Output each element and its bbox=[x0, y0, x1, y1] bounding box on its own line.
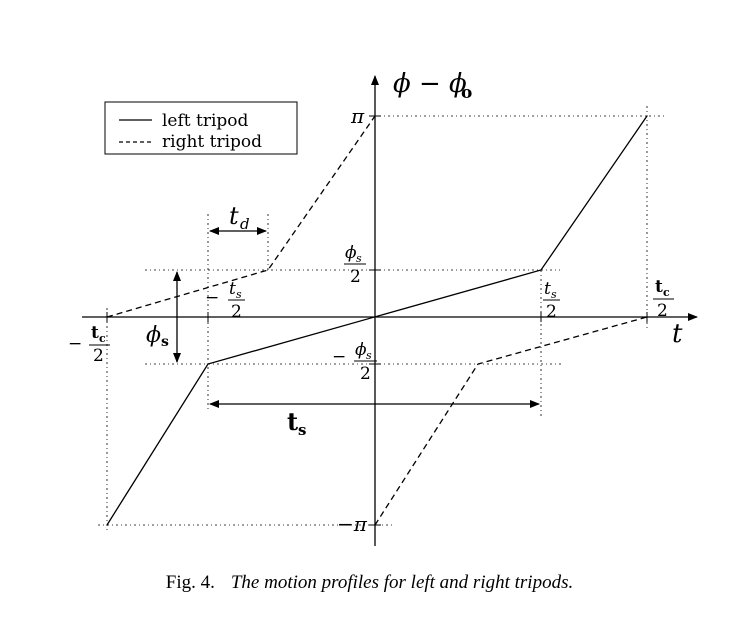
left-tripod-curve bbox=[106, 115, 648, 526]
legend-left-label: left tripod bbox=[162, 111, 249, 131]
x-axis-title: t bbox=[672, 319, 683, 349]
legend: left tripod right tripod bbox=[104, 101, 298, 155]
legend-right-label: right tripod bbox=[162, 132, 262, 152]
svg-text:t: t bbox=[655, 277, 663, 297]
svg-text:2: 2 bbox=[360, 364, 371, 384]
svg-text:c: c bbox=[663, 286, 670, 299]
tick-neg-ts-half: − t s 2 bbox=[205, 279, 245, 322]
svg-text:ϕ − ϕ: ϕ − ϕ bbox=[393, 69, 467, 99]
svg-text:s: s bbox=[356, 252, 362, 265]
svg-text:s: s bbox=[366, 349, 372, 362]
svg-text:d: d bbox=[240, 215, 250, 233]
svg-text:o: o bbox=[461, 83, 472, 103]
svg-text:2: 2 bbox=[657, 301, 668, 321]
td-annotation: t d bbox=[209, 202, 267, 235]
svg-text:ϕ: ϕ bbox=[146, 323, 161, 348]
axis-ticks bbox=[106, 115, 648, 526]
right-tripod-curve bbox=[106, 115, 376, 318]
svg-text:t: t bbox=[91, 323, 99, 343]
svg-text:2: 2 bbox=[546, 302, 557, 322]
tick-phi-half: ϕ s 2 bbox=[344, 243, 366, 287]
svg-text:s: s bbox=[298, 421, 306, 439]
tick-pi: π bbox=[350, 104, 365, 128]
phis-annotation: ϕ s bbox=[146, 271, 181, 363]
svg-text:c: c bbox=[99, 332, 106, 345]
svg-text:−: − bbox=[68, 334, 82, 354]
tick-neg-pi: −π bbox=[337, 512, 368, 536]
svg-text:2: 2 bbox=[350, 267, 361, 287]
guide-lines bbox=[98, 106, 665, 532]
svg-text:t: t bbox=[229, 202, 239, 230]
tick-ts-half: t s 2 bbox=[543, 279, 560, 322]
figure-caption: Fig. 4. The motion profiles for left and … bbox=[0, 572, 739, 594]
tick-tc-half: t c 2 bbox=[653, 277, 674, 321]
svg-text:s: s bbox=[236, 288, 242, 301]
ts-annotation: t s bbox=[209, 400, 540, 439]
svg-text:s: s bbox=[161, 334, 169, 350]
caption-label: Fig. 4. bbox=[165, 572, 215, 593]
svg-text:−: − bbox=[205, 288, 219, 308]
svg-text:t: t bbox=[229, 279, 236, 299]
tick-neg-tc-half: − t c 2 bbox=[68, 323, 110, 366]
caption-text: The motion profiles for left and right t… bbox=[230, 572, 574, 593]
svg-text:2: 2 bbox=[231, 302, 242, 322]
tick-neg-phi-half: − ϕ s 2 bbox=[332, 340, 377, 384]
svg-text:2: 2 bbox=[93, 346, 104, 366]
legend-box bbox=[104, 101, 298, 155]
svg-text:t: t bbox=[544, 279, 551, 299]
y-axis-title: ϕ − ϕ o bbox=[393, 69, 472, 103]
svg-text:−: − bbox=[332, 347, 346, 367]
svg-text:t: t bbox=[287, 407, 298, 436]
axes bbox=[82, 75, 698, 546]
svg-text:ϕ: ϕ bbox=[345, 243, 357, 263]
svg-text:ϕ: ϕ bbox=[355, 340, 367, 360]
right-tripod-curve-lower bbox=[374, 316, 648, 526]
svg-text:s: s bbox=[551, 288, 557, 301]
